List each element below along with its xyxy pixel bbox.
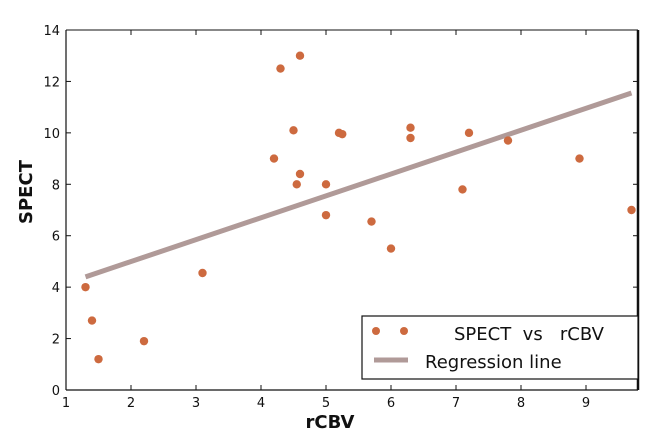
scatter-point	[338, 129, 347, 139]
x-tick-label: 5	[322, 396, 330, 411]
scatter-point	[458, 185, 467, 194]
y-tick-label: 10	[43, 127, 60, 142]
y-tick-label: 4	[52, 281, 60, 296]
legend-point-marker	[372, 327, 380, 335]
scatter-point	[575, 154, 584, 163]
x-axis-title: rCBV	[305, 412, 354, 433]
scatter-point	[367, 217, 376, 226]
scatter-point	[406, 133, 415, 143]
scatter-point	[295, 51, 305, 60]
x-tick-label: 6	[387, 396, 395, 411]
scatter-point	[276, 64, 285, 73]
legend-point-marker	[400, 327, 408, 335]
scatter-point	[269, 154, 279, 163]
y-tick-label: 6	[52, 230, 60, 245]
x-tick-label: 3	[192, 396, 200, 411]
x-tick-label: 1	[62, 396, 70, 411]
legend-label-regression: Regression line	[425, 352, 562, 373]
legend-label-scatter: SPECT vs rCBV	[454, 324, 605, 345]
y-tick-label: 14	[43, 24, 60, 39]
scatter-point	[198, 268, 207, 278]
scatter-point	[139, 336, 149, 346]
legend-box	[361, 315, 639, 380]
legend: SPECT vs rCBV Regression line	[361, 315, 639, 380]
y-axis-title: SPECT	[16, 159, 37, 224]
scatter-point	[292, 180, 301, 189]
y-tick-label: 12	[43, 75, 60, 90]
x-tick-label: 8	[517, 396, 525, 411]
x-tick-label: 7	[452, 396, 460, 411]
y-tick-label: 8	[52, 178, 60, 193]
x-tick-label: 2	[127, 396, 135, 411]
scatter-point	[386, 244, 396, 253]
scatter-point	[406, 123, 415, 132]
x-tick-label: 4	[257, 396, 265, 411]
regression-line	[84, 90, 633, 280]
scatter-point	[464, 128, 474, 138]
scatter-point	[321, 180, 331, 189]
scatter-point	[295, 169, 305, 179]
scatter-point	[627, 205, 636, 215]
scatter-point	[81, 282, 90, 292]
scatter-point	[503, 136, 513, 145]
y-tick-label: 2	[52, 333, 60, 348]
chart-marks	[81, 51, 636, 364]
scatter-point	[289, 126, 298, 135]
scatter-point	[94, 354, 103, 364]
y-tick-label: 0	[52, 384, 60, 399]
x-tick-label: 9	[582, 396, 590, 411]
scatter-point	[87, 316, 97, 325]
scatter-point	[321, 210, 331, 220]
